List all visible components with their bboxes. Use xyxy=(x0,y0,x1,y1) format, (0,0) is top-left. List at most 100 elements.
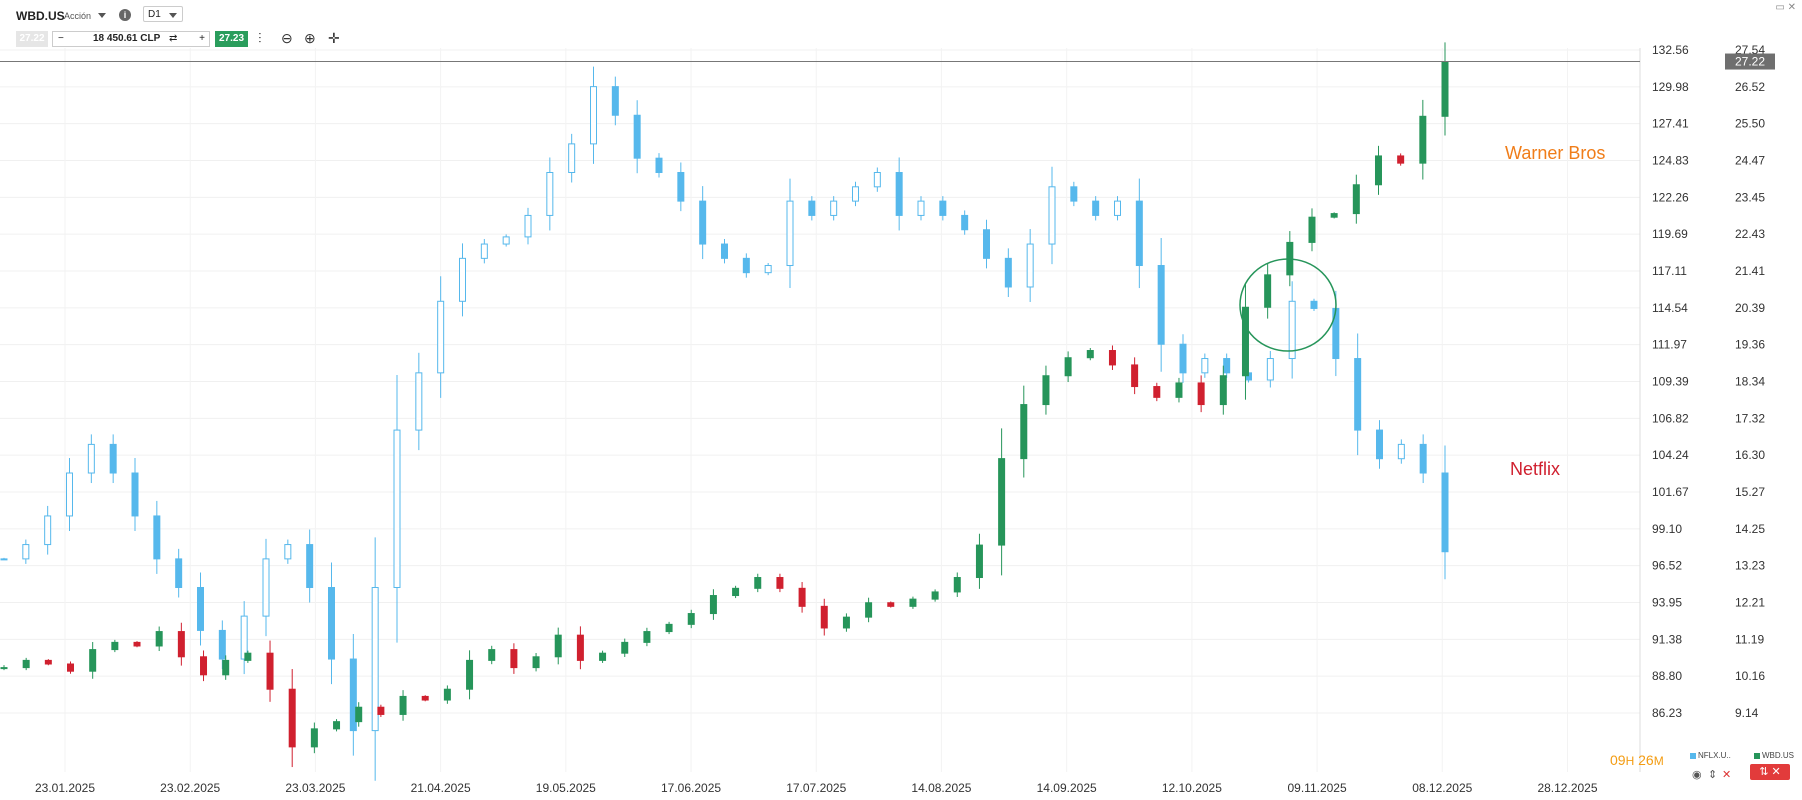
candle-body xyxy=(754,577,762,589)
candle-body xyxy=(177,631,185,658)
candle-body xyxy=(1419,443,1427,474)
x-axis-tick-label: 08.12.2025 xyxy=(1412,781,1472,795)
left-axis-tick-label: 132.56 xyxy=(1652,43,1689,57)
candle-body xyxy=(909,598,917,607)
info-icon[interactable]: i xyxy=(119,9,131,21)
candle-body xyxy=(1219,375,1227,406)
candle-body xyxy=(590,86,597,145)
timeframe-select[interactable]: D1 xyxy=(143,6,183,22)
candle-body xyxy=(687,613,695,625)
candle-body xyxy=(1197,382,1205,406)
left-axis-tick-label: 88.80 xyxy=(1652,669,1682,683)
remove-main-series-button[interactable]: ⇅ ✕ xyxy=(1750,764,1790,780)
increase-button[interactable]: + xyxy=(199,33,205,44)
x-axis-tick-label: 14.08.2025 xyxy=(911,781,971,795)
left-axis-tick-label: 93.95 xyxy=(1652,596,1682,610)
left-axis-tick-label: 106.82 xyxy=(1652,411,1689,425)
candle-body xyxy=(197,586,204,631)
legend-nflx[interactable]: NFLX.U.. xyxy=(1690,751,1731,760)
candle-body xyxy=(1135,200,1143,267)
chart-type-icon[interactable]: ⫶ xyxy=(258,30,262,46)
sell-price-button[interactable]: 27.22 xyxy=(16,31,48,47)
right-axis-tick-label: 11.19 xyxy=(1735,632,1764,646)
right-axis-tick-label: 23.45 xyxy=(1735,190,1765,204)
x-axis-tick-label: 14.09.2025 xyxy=(1037,781,1097,795)
volume-value[interactable]: 18 450.61 CLP xyxy=(93,33,161,44)
candle-body xyxy=(721,243,728,259)
candle-body xyxy=(1266,358,1274,381)
zoom-out-icon[interactable]: ⊖ xyxy=(281,30,293,46)
left-axis-tick-label: 127.41 xyxy=(1652,117,1689,131)
candle-body xyxy=(371,586,379,732)
candle-body xyxy=(887,602,895,607)
remove-series-icon[interactable]: ✕ xyxy=(1722,769,1732,781)
x-axis-tick-label: 21.04.2025 xyxy=(411,781,471,795)
candle-body xyxy=(131,472,139,517)
right-axis-tick-label: 20.39 xyxy=(1735,301,1765,315)
x-axis-tick-label: 23.03.2025 xyxy=(285,781,345,795)
candle-body xyxy=(421,695,429,701)
candle-body xyxy=(502,236,510,245)
candle-body xyxy=(633,114,641,159)
candle-body xyxy=(532,656,540,669)
candle-body xyxy=(1264,274,1272,308)
candle-body xyxy=(1441,61,1449,117)
zoom-in-icon[interactable]: ⊕ xyxy=(304,30,316,46)
crossover-circle xyxy=(1239,258,1337,352)
symbol-name[interactable]: WBD.US xyxy=(16,9,65,23)
legend-wbd-label: WBD.US xyxy=(1762,751,1794,760)
candle-body xyxy=(443,688,451,701)
symbol-dropdown-icon[interactable] xyxy=(98,13,106,18)
candle-body xyxy=(399,695,407,715)
candle-body xyxy=(437,300,445,374)
right-axis-tick-label: 24.47 xyxy=(1735,154,1765,168)
legend-wbd[interactable]: WBD.US xyxy=(1754,751,1794,760)
candle-body xyxy=(87,443,95,474)
chart-toolbar: WBD.US Acción i D1 27.22 − 18 450.61 CLP… xyxy=(0,0,1802,48)
left-axis-tick-label: 96.52 xyxy=(1652,559,1682,573)
candle-body xyxy=(808,200,816,216)
candle-body xyxy=(480,243,488,259)
swap-icon[interactable]: ⇄ xyxy=(169,33,178,44)
candle-body xyxy=(1026,243,1034,288)
candle-body xyxy=(895,171,903,216)
window-controls[interactable]: ▭ ✕ xyxy=(1775,2,1796,13)
right-axis-tick-label: 17.32 xyxy=(1735,411,1765,425)
annotation-warner-bros: Warner Bros xyxy=(1505,143,1605,163)
candle-body xyxy=(1048,186,1056,245)
candle-body xyxy=(1108,350,1116,366)
candle-body xyxy=(1153,386,1161,398)
candle-body xyxy=(459,257,466,302)
decrease-button[interactable]: − xyxy=(58,33,64,44)
crosshair-icon[interactable]: ✛ xyxy=(328,30,340,46)
right-axis-tick-label: 19.36 xyxy=(1735,338,1765,352)
candle-body xyxy=(1020,404,1028,460)
eye-icon[interactable]: ◉ xyxy=(1692,769,1702,781)
chevron-down-icon xyxy=(169,13,177,18)
x-axis-tick-label: 28.12.2025 xyxy=(1537,781,1597,795)
candle-body xyxy=(709,595,717,615)
candle-body xyxy=(1288,300,1296,360)
candle-body xyxy=(109,443,117,474)
candle-body xyxy=(1332,307,1340,360)
reorder-icon[interactable]: ⇕ xyxy=(1708,769,1718,781)
candle-body xyxy=(1179,343,1187,374)
candle-body xyxy=(830,200,838,216)
candle-body xyxy=(1114,200,1121,216)
timeframe-value: D1 xyxy=(148,9,161,20)
candle-body xyxy=(568,143,576,173)
current-price-tag xyxy=(1725,53,1775,70)
candle-body xyxy=(776,577,784,589)
candle-body xyxy=(786,200,794,267)
volume-stepper[interactable]: − 18 450.61 CLP ⇄ + xyxy=(52,31,210,47)
candle-body xyxy=(655,157,663,173)
candle-body xyxy=(22,544,30,560)
candle-body xyxy=(284,544,292,560)
x-axis-tick-label: 17.06.2025 xyxy=(661,781,721,795)
candle-body xyxy=(699,200,707,245)
candle-body xyxy=(742,257,750,274)
left-axis-tick-label: 117.11 xyxy=(1652,264,1687,278)
buy-price-button[interactable]: 27.23 xyxy=(215,31,248,47)
candle-body xyxy=(865,602,873,618)
